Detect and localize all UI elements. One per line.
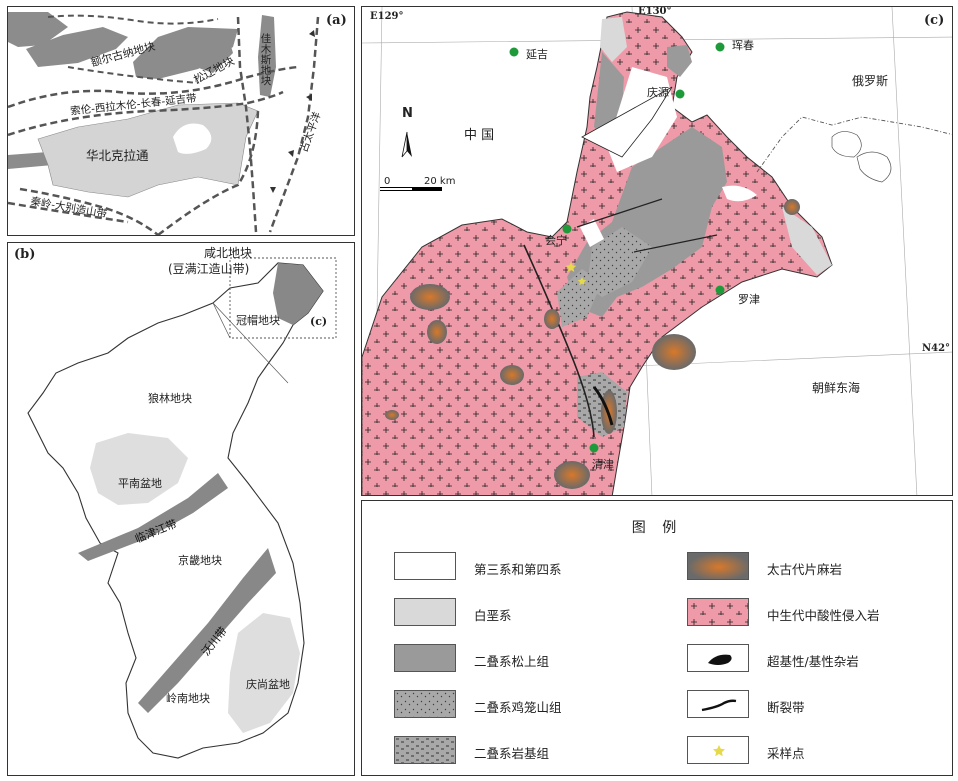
legend-label: 二叠系鸡笼山组 [474, 700, 562, 715]
legend-swatch [687, 736, 749, 764]
legend-label: 超基性/基性杂岩 [767, 654, 859, 669]
panel-c-map [362, 7, 952, 495]
region-label: 京畿地块 [178, 554, 222, 567]
country-label: 中 国 [464, 128, 495, 143]
legend-label: 二叠系岩基组 [474, 746, 550, 761]
longitude-label: E130° [638, 6, 672, 17]
panel-b-label: (b) [14, 247, 36, 262]
panel-a-label: (a) [326, 13, 347, 28]
north-arrow-label: N [402, 106, 413, 121]
panel-b-peninsula-map: (b) 咸北地块 (豆满江造山带) (c) 冠帽地块 狼林地块 平南盆地 临津江… [7, 242, 355, 776]
legend-label: 采样点 [767, 746, 805, 761]
inset-subtitle: (豆满江造山带) [168, 262, 250, 276]
legend-label: 太古代片麻岩 [767, 562, 843, 577]
legend-label: 二叠系松上组 [474, 654, 550, 669]
legend-label: 断裂带 [767, 700, 805, 715]
city-label: 庆源 [647, 86, 669, 99]
scale-start: 0 [384, 176, 391, 187]
legend-label: 中生代中酸性侵入岩 [767, 608, 880, 623]
legend-swatch [394, 690, 456, 718]
panel-a-tectonic-map: (a) 额尔古纳地块 松辽地块 佳木斯地块 华北克拉通 索伦-西拉木伦-长春-延… [7, 6, 355, 236]
city-label: 延吉 [526, 48, 548, 61]
legend-swatch [687, 598, 749, 626]
legend-swatch [394, 598, 456, 626]
block-label: 华北克拉通 [86, 148, 149, 163]
region-label: 冠帽地块 [236, 314, 280, 327]
city-label: 清津 [592, 458, 614, 471]
city-label: 珲春 [732, 39, 754, 52]
city-label: 会宁 [545, 234, 567, 247]
legend-swatch [687, 644, 749, 672]
legend-swatch [394, 644, 456, 672]
block-label: 佳木斯地块 [259, 33, 272, 86]
region-label: 平南盆地 [118, 477, 162, 490]
legend-label: 白垩系 [474, 608, 512, 623]
panel-c-geologic-map: (c) E129° E130° N42° N 0 20 km 中 国 俄罗斯 朝… [361, 6, 953, 496]
legend-panel: 图 例 第三系和第四系 白垩系 二叠系松上组 二叠系鸡笼山组 二叠系岩基组 太古… [361, 500, 953, 776]
latitude-label: N42° [922, 343, 951, 354]
city-label: 罗津 [738, 293, 760, 306]
legend-label: 第三系和第四系 [474, 562, 562, 577]
inset-reference: (c) [310, 315, 328, 328]
region-label: 庆尚盆地 [246, 678, 290, 691]
scale-end: 20 km [424, 176, 456, 187]
region-label: 岭南地块 [166, 692, 210, 705]
legend-title: 图 例 [631, 520, 683, 536]
legend-swatch [394, 736, 456, 764]
country-label: 俄罗斯 [852, 74, 889, 88]
inset-title: 咸北地块 [204, 246, 253, 260]
legend-swatch [687, 552, 749, 580]
legend-swatch [687, 690, 749, 718]
sea-label: 朝鲜东海 [812, 381, 861, 395]
panel-a-map [8, 12, 320, 235]
panel-c-label: (c) [924, 13, 945, 28]
longitude-label: E129° [370, 11, 404, 22]
region-label: 狼林地块 [148, 392, 192, 405]
panel-b-map [27, 257, 337, 759]
legend-swatch [394, 552, 456, 580]
